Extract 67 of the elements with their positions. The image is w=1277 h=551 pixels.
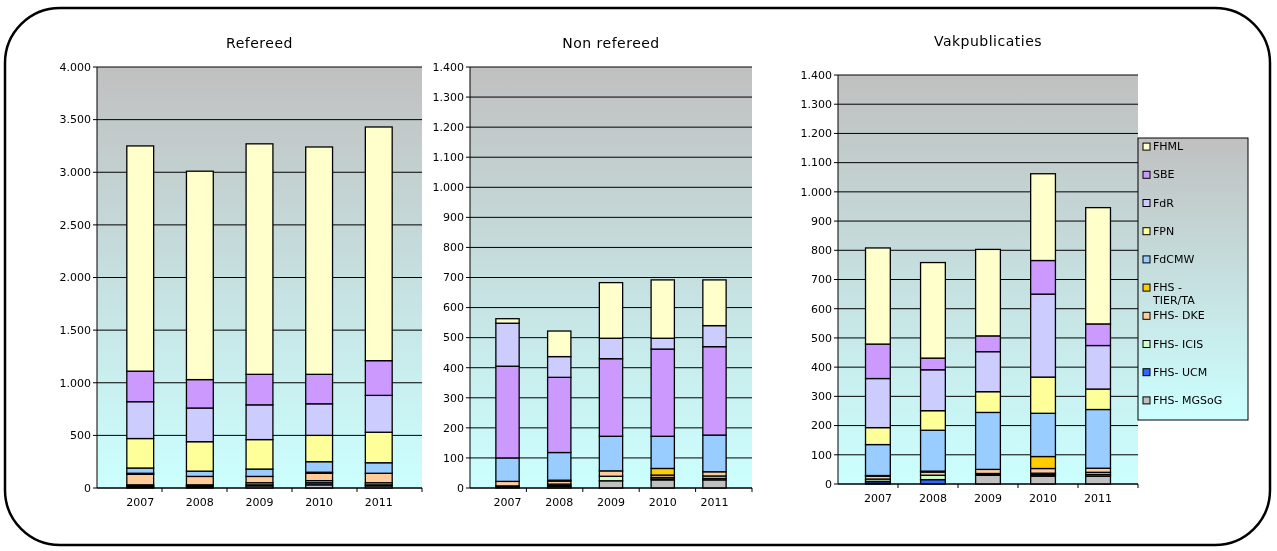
legend-label: FHS- UCM (1153, 365, 1208, 379)
legend-label: FPN (1153, 224, 1175, 238)
y-tick-label: 3.500 (59, 113, 91, 127)
y-tick-label: 1.000 (432, 181, 464, 195)
y-tick-label: 3.000 (59, 166, 91, 180)
y-tick-label: 100 (443, 451, 464, 465)
y-tick-label: 0 (457, 481, 464, 495)
x-tick-label: 2010 (648, 496, 677, 509)
x-tick-label: 2011 (700, 496, 729, 509)
y-tick-label: 500 (811, 331, 832, 345)
y-tick-label: 400 (443, 361, 464, 375)
y-tick-label: 800 (811, 244, 832, 258)
y-tick-label: 4.000 (59, 60, 91, 74)
legend-label: FdR (1153, 196, 1175, 210)
legend-label: FdCMW (1153, 252, 1195, 266)
y-tick-label: 800 (443, 241, 464, 255)
x-tick-label: 2007 (493, 496, 522, 509)
y-tick-label: 400 (811, 360, 832, 374)
y-tick-label: 1.400 (432, 60, 464, 74)
y-tick-label: 1.300 (432, 90, 464, 104)
x-tick-label: 2009 (245, 496, 274, 509)
y-tick-label: 300 (443, 391, 464, 405)
y-tick-label: 1.300 (800, 98, 832, 112)
y-tick-label: 1.400 (800, 68, 832, 82)
y-tick-label: 700 (811, 273, 832, 287)
y-tick-label: 200 (443, 421, 464, 435)
y-tick-label: 500 (70, 429, 91, 443)
y-tick-label: 900 (811, 214, 832, 228)
y-tick-label: 300 (811, 390, 832, 404)
y-tick-label: 200 (811, 419, 832, 433)
x-tick-label: 2010 (305, 496, 334, 509)
x-tick-label: 2007 (126, 496, 155, 509)
y-tick-label: 1.200 (432, 120, 464, 134)
y-tick-label: 600 (811, 302, 832, 316)
y-tick-label: 900 (443, 211, 464, 225)
y-tick-label: 1.100 (432, 151, 464, 165)
y-tick-label: 700 (443, 271, 464, 285)
legend-label: SBE (1153, 168, 1175, 182)
x-tick-label: 2008 (185, 496, 214, 509)
x-tick-label: 2010 (1029, 492, 1058, 505)
y-tick-label: 1.000 (800, 185, 832, 199)
legend-label: FHML (1153, 140, 1185, 154)
y-tick-label: 1.000 (59, 376, 91, 390)
y-tick-label: 1.500 (59, 323, 91, 337)
y-tick-label: 2.500 (59, 218, 91, 232)
chart-title: Non refereed (562, 35, 660, 51)
x-tick-label: 2007 (863, 492, 892, 505)
y-tick-label: 1.200 (800, 127, 832, 141)
legend-label: FHS- MGSoG (1153, 393, 1223, 407)
chart-title: Vakpublicaties (933, 33, 1043, 49)
x-tick-label: 2009 (597, 496, 625, 509)
x-tick-label: 2009 (974, 492, 1002, 505)
y-tick-label: 600 (443, 301, 464, 315)
y-tick-label: 0 (84, 481, 91, 495)
legend-label: FHS - TIER/TA (1152, 281, 1196, 308)
x-tick-label: 2008 (918, 492, 947, 505)
y-tick-label: 1.100 (800, 156, 832, 170)
x-tick-label: 2008 (545, 496, 574, 509)
chart-title: Refereed (226, 35, 293, 51)
y-tick-label: 2.000 (59, 271, 91, 285)
x-tick-label: 2011 (1084, 492, 1113, 505)
y-tick-label: 0 (825, 477, 832, 491)
x-tick-label: 2011 (364, 496, 393, 509)
legend-label: FHS- ICIS (1153, 337, 1204, 351)
y-tick-label: 100 (811, 448, 832, 462)
y-tick-label: 500 (443, 331, 464, 345)
legend-label: FHS- DKE (1153, 309, 1205, 323)
